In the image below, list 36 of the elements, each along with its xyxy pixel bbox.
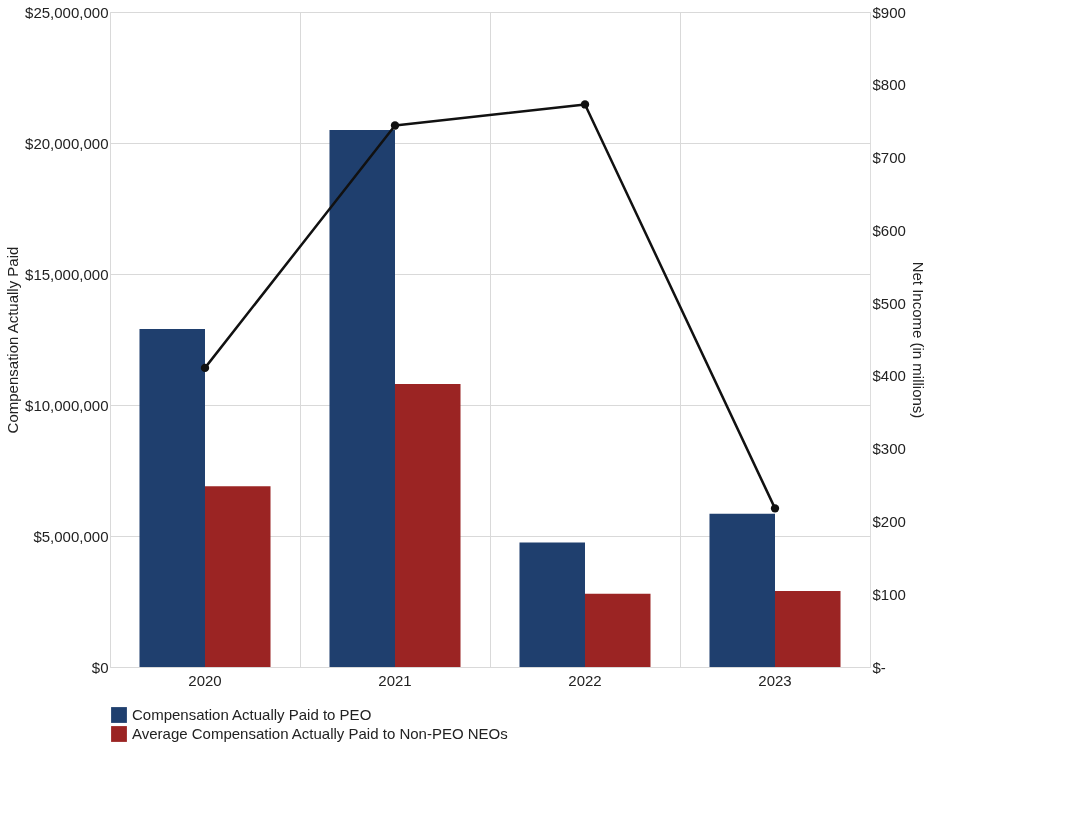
legend-label: Compensation Actually Paid to PEO	[132, 706, 372, 723]
point	[200, 363, 210, 373]
y2-tick-label: $900	[872, 3, 906, 21]
y-tick-label: $20,000,000	[25, 134, 109, 152]
y2-tick-label: $600	[872, 221, 906, 239]
bar	[205, 486, 271, 667]
y2-tick-label: $200	[872, 512, 906, 530]
bar	[519, 542, 585, 667]
y-axis-title: Compensation Actually Paid	[4, 246, 22, 434]
point	[390, 121, 400, 130]
y2-tick-label: $500	[872, 294, 906, 312]
y2-tick-label: $100	[872, 585, 906, 603]
point	[770, 504, 780, 513]
bar	[709, 513, 775, 667]
x-tick-label: 2022	[568, 671, 602, 689]
x-tick-label: 2021	[378, 671, 412, 689]
y-tick-label: $15,000,000	[25, 265, 109, 283]
y-tick-label: $25,000,000	[25, 3, 109, 21]
bar	[139, 329, 205, 667]
y2-axis-title: Net Income (in millions)	[909, 261, 927, 419]
y2-tick-label: $-	[872, 658, 886, 676]
bar	[395, 384, 461, 667]
point	[580, 100, 590, 109]
bar	[329, 129, 395, 667]
y-tick-label: $10,000,000	[25, 396, 109, 414]
y2-tick-label: $300	[872, 440, 906, 458]
y2-tick-label: $800	[872, 76, 906, 94]
y-tick-label: $5,000,000	[33, 527, 109, 545]
bar	[775, 591, 841, 667]
x-tick-label: 2023	[758, 671, 792, 689]
legend-label: Average Compensation Actually Paid to Non-PEO NEOs	[132, 725, 508, 742]
y-tick-label: $0	[91, 658, 109, 676]
y2-tick-label: $400	[872, 367, 906, 385]
bar	[585, 593, 651, 667]
x-tick-label: 2020	[188, 671, 222, 689]
y2-tick-label: $700	[872, 149, 906, 167]
